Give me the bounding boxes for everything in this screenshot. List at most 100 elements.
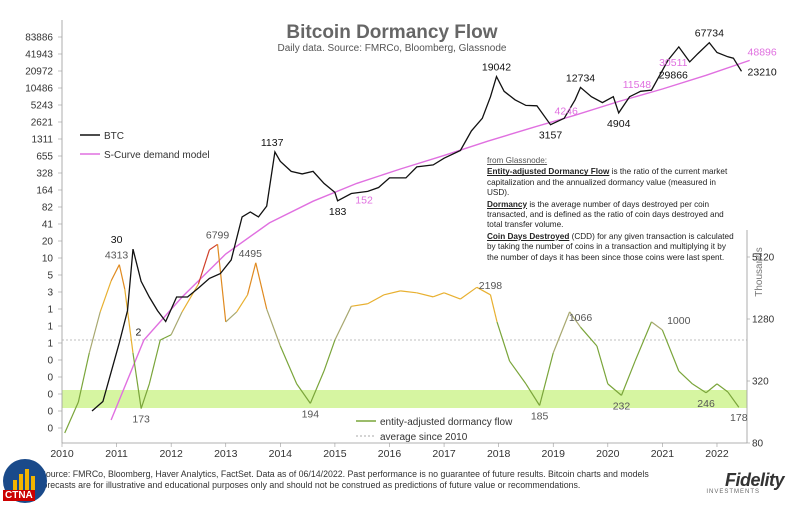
footer-disclaimer: Source: FMRCo, Bloomberg, Haver Analytic… bbox=[40, 469, 649, 490]
scurve-line bbox=[110, 59, 750, 421]
dormancy-segment bbox=[64, 401, 79, 434]
x-tick-label: 2012 bbox=[159, 448, 183, 460]
left-tick-label: 10486 bbox=[25, 84, 53, 95]
dormancy-segment bbox=[216, 244, 227, 322]
left-tick-label: 1311 bbox=[31, 135, 53, 146]
note-paragraph-1: Entity-adjusted Dormancy Flow is the rat… bbox=[487, 167, 737, 198]
dormancy-segment bbox=[88, 311, 101, 354]
annotation-label: 4246 bbox=[555, 106, 579, 118]
left-tick-label: 83886 bbox=[25, 33, 53, 44]
dormancy-segment bbox=[460, 286, 478, 300]
left-tick-label: 1 bbox=[47, 322, 53, 333]
btc-line bbox=[91, 41, 743, 412]
dormancy-segment bbox=[197, 249, 210, 285]
x-tick-label: 2016 bbox=[378, 448, 402, 460]
annotation-label: 2 bbox=[135, 326, 141, 338]
x-axis-ticks: 2010 2011 2012 2013 2014 2015 2016 2017 2018 2019… bbox=[50, 443, 729, 460]
left-tick-label: 655 bbox=[36, 152, 53, 163]
dormancy-segment bbox=[651, 321, 663, 331]
dormancy-segment bbox=[77, 352, 90, 403]
x-tick-label: 2018 bbox=[487, 448, 511, 460]
annotation-label: 152 bbox=[355, 195, 373, 207]
left-tick-label: 2621 bbox=[31, 118, 54, 129]
left-tick-label: 0 bbox=[47, 373, 53, 384]
annotation-layer: 30 4313 2 6799 4495 1137 152 183 19042 2198 4246 31… bbox=[105, 28, 777, 426]
dormancy-segment bbox=[367, 294, 385, 305]
dormancy-segment bbox=[334, 306, 352, 341]
annotation-label: 4904 bbox=[607, 118, 631, 130]
x-tick-label: 2010 bbox=[50, 448, 74, 460]
dormancy-segment bbox=[209, 243, 218, 251]
right-tick-label: 5120 bbox=[752, 253, 775, 264]
annotation-label: 23210 bbox=[748, 66, 777, 78]
right-axis-ticks: 5120 1280 320 80 bbox=[747, 253, 775, 450]
x-tick-label: 2021 bbox=[651, 448, 675, 460]
note-text-1: is the ratio of the current market capit… bbox=[487, 167, 728, 198]
dormancy-segment bbox=[99, 280, 112, 313]
left-tick-label: 82 bbox=[42, 203, 54, 214]
dormancy-segment bbox=[309, 370, 325, 404]
x-tick-label: 2017 bbox=[432, 448, 456, 460]
annotation-label: 173 bbox=[132, 414, 150, 426]
dormancy-segment bbox=[661, 329, 680, 372]
dormancy-segment bbox=[496, 321, 511, 362]
dormancy-segment bbox=[124, 288, 134, 353]
dormancy-segment bbox=[569, 311, 582, 328]
left-tick-label: 1 bbox=[47, 339, 53, 350]
dormancy-segment bbox=[580, 326, 598, 347]
note-paragraph-2: Dormancy is the average number of days d… bbox=[487, 200, 737, 231]
chart-title: Bitcoin Dormancy Flow bbox=[286, 22, 497, 43]
dormancy-segment bbox=[132, 352, 142, 409]
left-tick-label: 0 bbox=[47, 407, 53, 418]
x-tick-label: 2015 bbox=[323, 448, 347, 460]
dormancy-segment bbox=[159, 334, 172, 341]
x-tick-label: 2019 bbox=[542, 448, 566, 460]
legend-top: BTC S-Curve demand model bbox=[80, 131, 210, 161]
dormancy-segment bbox=[634, 321, 653, 362]
highlight-band bbox=[62, 390, 747, 408]
annotation-label: 11548 bbox=[623, 79, 652, 91]
legend-scurve-label: S-Curve demand model bbox=[104, 150, 210, 161]
watermark-text: CTNA bbox=[3, 490, 35, 501]
left-tick-label: 5 bbox=[47, 271, 53, 282]
annotation-label: 178 bbox=[730, 412, 748, 424]
dormancy-segment bbox=[727, 391, 740, 408]
dormancy-segment bbox=[118, 264, 126, 290]
dormancy-segment bbox=[110, 264, 120, 282]
x-tick-label: 2013 bbox=[214, 448, 238, 460]
note-term-2: Dormancy bbox=[487, 199, 528, 209]
note-term-1: Entity-adjusted Dormancy Flow bbox=[487, 167, 610, 177]
right-axis-label: Thousands bbox=[754, 247, 765, 296]
dormancy-segment bbox=[509, 360, 527, 385]
annotation-label: 183 bbox=[329, 206, 347, 218]
dormancy-segment bbox=[246, 262, 257, 295]
dormancy-segment bbox=[296, 383, 311, 404]
note-text-3: (CDD) for any given transaction is calcu… bbox=[487, 231, 734, 262]
right-tick-label: 80 bbox=[752, 439, 764, 450]
x-tick-label: 2020 bbox=[596, 448, 620, 460]
legend-btc-label: BTC bbox=[104, 131, 124, 142]
note-text-2: is the average number of days destroyed … bbox=[487, 199, 724, 230]
dormancy-segment bbox=[443, 292, 461, 300]
legend-dormancy-label: entity-adjusted dormancy flow bbox=[380, 417, 513, 428]
dormancy-segment bbox=[225, 311, 238, 323]
annotation-label: 6799 bbox=[206, 229, 230, 241]
left-tick-label: 328 bbox=[36, 169, 53, 180]
note-heading: from Glassnode: bbox=[487, 156, 548, 165]
dormancy-segment bbox=[181, 283, 199, 313]
left-tick-label: 0 bbox=[47, 356, 53, 367]
left-tick-label: 20972 bbox=[25, 67, 53, 78]
dormancy-segment bbox=[539, 352, 554, 406]
note-paragraph-3: Coin Days Destroyed (CDD) for any given … bbox=[487, 232, 737, 263]
left-tick-label: 0 bbox=[47, 390, 53, 401]
glassnode-note: from Glassnode: Entity-adjusted Dormancy… bbox=[487, 156, 737, 264]
dormancy-segment bbox=[716, 383, 729, 393]
annotation-label: 48896 bbox=[748, 46, 777, 58]
chart-subtitle: Daily data. Source: FMRCo, Bloomberg, Gl… bbox=[278, 43, 507, 54]
annotation-label: 1137 bbox=[261, 137, 284, 149]
dormancy-segment bbox=[705, 383, 718, 394]
brand-logo: Fidelity bbox=[724, 470, 785, 490]
annotation-label: 3157 bbox=[539, 130, 563, 142]
dormancy-segment bbox=[678, 370, 693, 385]
